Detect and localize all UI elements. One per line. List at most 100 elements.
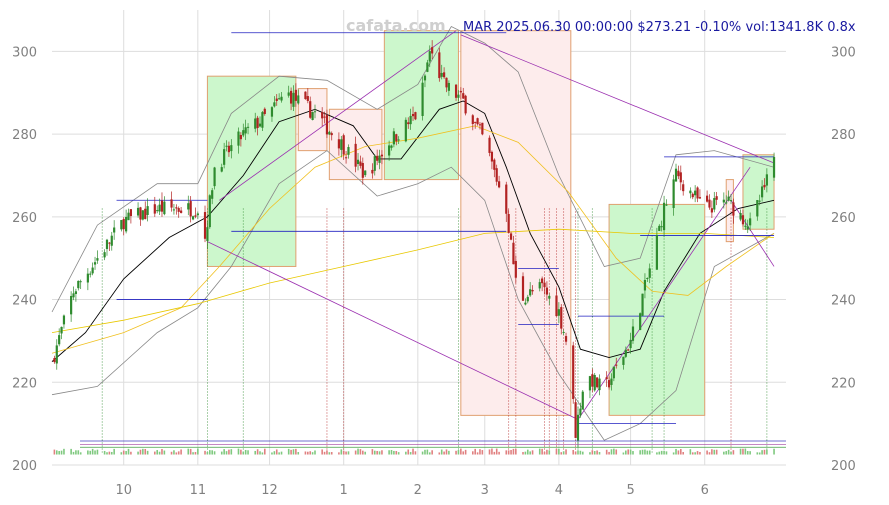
candle-body — [270, 107, 274, 117]
candle-body — [347, 147, 350, 155]
candle-body — [605, 377, 608, 380]
candle-body — [524, 302, 527, 305]
candle-body — [646, 277, 649, 279]
candle-body — [457, 94, 460, 98]
volume-bar — [120, 452, 123, 455]
candle-body — [163, 201, 166, 215]
candle-body — [541, 278, 544, 284]
candle-body — [631, 326, 635, 341]
candle-body — [756, 200, 759, 217]
volume-bar — [397, 452, 400, 455]
candle-body — [531, 289, 534, 292]
down-range-box — [460, 30, 572, 416]
candle-body — [615, 364, 618, 366]
candle-body — [521, 276, 525, 301]
candle-body — [354, 143, 357, 167]
trendline — [219, 30, 457, 201]
candle-body — [677, 170, 680, 177]
candle-body — [741, 215, 745, 225]
volume-bar — [357, 448, 359, 455]
candle-body — [598, 378, 601, 391]
volume-bar — [261, 452, 264, 455]
candle-body — [340, 139, 343, 150]
candle-body — [763, 184, 766, 188]
ticker-symbol: MAR — [463, 20, 492, 35]
candle-body — [706, 195, 709, 202]
volume-bar — [529, 451, 531, 455]
candle-body — [639, 313, 642, 330]
volume-bar — [390, 449, 393, 455]
candle-body — [438, 52, 441, 79]
candle-body — [596, 377, 599, 388]
candle-body — [758, 200, 761, 202]
volume-bar — [746, 451, 749, 455]
volume-bar — [648, 450, 651, 455]
y-tick-label-right: 200 — [831, 459, 856, 474]
volume-bar — [63, 448, 65, 455]
candle-body — [223, 149, 226, 165]
candle-body — [497, 181, 501, 188]
candle-body — [287, 92, 290, 96]
candle-body — [662, 202, 666, 231]
candle-body — [526, 296, 529, 302]
volume-bar — [156, 450, 158, 455]
candle-body — [713, 198, 716, 210]
candle-body — [172, 209, 176, 211]
candle-body — [641, 293, 644, 316]
volume-bar — [414, 451, 417, 455]
volume-bar — [541, 448, 543, 455]
candle-body — [58, 335, 61, 345]
candle-body — [191, 216, 195, 220]
candle-body — [146, 206, 149, 216]
candle-body — [261, 112, 264, 128]
volume-bar — [526, 449, 529, 455]
candle-body — [361, 162, 364, 178]
volume-bar — [225, 451, 228, 455]
volume-bar — [154, 451, 156, 455]
volume-bar — [94, 450, 96, 455]
candle-body — [529, 289, 532, 296]
ticker-change: -0.10% — [695, 20, 741, 35]
moving-average-line — [51, 125, 775, 354]
volume-bar — [625, 450, 627, 455]
candle-body — [694, 190, 697, 196]
candle-body — [74, 291, 78, 294]
candle-body — [562, 332, 565, 334]
volume-bar — [691, 452, 694, 455]
volume-bar — [79, 452, 82, 455]
volume-bar — [680, 449, 682, 455]
candle-body — [280, 96, 283, 101]
volume-bar — [204, 450, 206, 455]
volume-bar — [493, 451, 496, 455]
volume-bar — [256, 449, 259, 455]
candle-body — [72, 293, 75, 298]
y-tick-label-left: 200 — [12, 459, 37, 474]
candle-body — [505, 184, 508, 214]
candle-body — [560, 307, 563, 329]
candle-body — [543, 282, 546, 288]
candle-body — [729, 200, 733, 202]
candle-body — [607, 380, 611, 388]
candle-body — [643, 279, 647, 291]
candle-body — [294, 89, 297, 101]
candle-body — [390, 145, 393, 148]
candle-body — [682, 184, 685, 192]
volume-bar — [646, 450, 649, 455]
volume-bar — [596, 450, 598, 455]
y-tick-label-left: 260 — [12, 211, 37, 226]
x-tick-label: 4 — [555, 483, 563, 498]
volume-bar — [431, 450, 433, 455]
candle-body — [113, 227, 116, 233]
x-tick-label: 1 — [340, 483, 348, 498]
volume-bar — [311, 452, 314, 455]
volume-bar — [522, 452, 524, 455]
candle-body — [55, 345, 58, 364]
ticker-factor: 0.8x — [827, 20, 856, 35]
volume-bar — [244, 449, 247, 455]
candle-body — [509, 233, 513, 240]
volume-bar — [278, 452, 280, 455]
candle-body — [289, 90, 293, 104]
volume-bar — [412, 448, 414, 455]
up-range-box — [742, 154, 775, 230]
